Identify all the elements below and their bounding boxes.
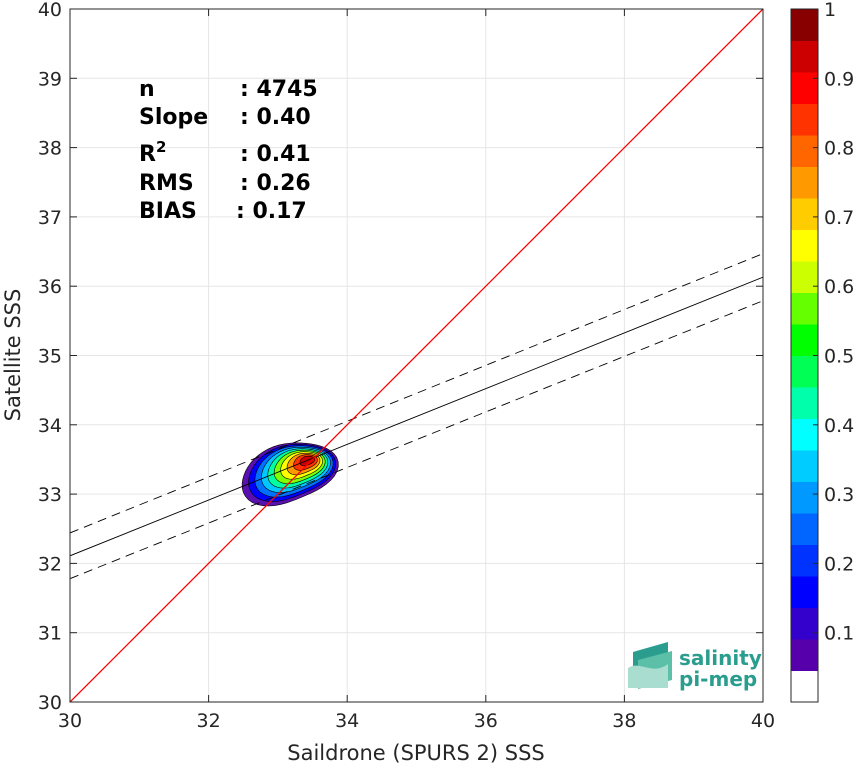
colorbar-tick-label: 0.7 — [824, 207, 854, 229]
stat-value-n: : 4745 — [240, 77, 318, 102]
stat-value-rms: : 0.26 — [240, 171, 311, 196]
y-tick-label: 38 — [38, 138, 62, 160]
colorbar-tick-label: 0.5 — [824, 346, 854, 368]
density-contours — [241, 442, 339, 507]
statistics-box: n : 4745 Slope : 0.40 R2 : 0.41 RMS : 0.26 BIAS:… — [139, 77, 318, 224]
colorbar-segment-6 — [791, 481, 818, 514]
colorbar-segment-8 — [791, 418, 818, 451]
y-axis-ticks: 30 31 32 33 34 35 36 37 38 39 40 — [38, 0, 763, 714]
colorbar-tick-label: 0.3 — [824, 484, 854, 506]
y-tick-label: 31 — [38, 623, 62, 645]
x-tick-label: 30 — [58, 710, 82, 732]
colorbar-segment-10 — [791, 355, 818, 388]
stat-label-r: R2 — [139, 138, 166, 167]
y-tick-label: 34 — [38, 415, 62, 437]
y-tick-label: 32 — [38, 553, 62, 575]
colorbar-segment-12 — [791, 292, 818, 325]
salinity-pi-mep-logo: salinity pi-mep — [628, 642, 762, 691]
stat-value-r: : 0.41 — [240, 142, 311, 167]
colorbar-tick-label: 0.6 — [824, 276, 854, 298]
stat-label-bias: BIAS — [139, 199, 197, 224]
y-tick-label: 37 — [38, 207, 62, 229]
colorbar-segment-11 — [791, 324, 818, 356]
colorbar-segment-14 — [791, 229, 818, 262]
y-tick-label: 36 — [38, 276, 62, 298]
colorbar-segment-21 — [791, 9, 818, 41]
x-tick-label: 40 — [751, 710, 775, 732]
fit-line — [70, 276, 763, 557]
colorbar-segment-1 — [791, 639, 818, 671]
colorbar-segment-18 — [791, 103, 818, 136]
stat-label-n: n — [139, 77, 155, 102]
colorbar-segment-2 — [791, 607, 818, 640]
colorbar-tick-label: 0.9 — [824, 68, 854, 90]
identity-line — [70, 9, 763, 702]
colorbar-labels: 0.1 0.2 0.3 0.4 0.5 0.6 0.7 0.8 0.9 1 — [813, 0, 854, 645]
colorbar-tick-label: 0.1 — [824, 623, 854, 645]
colorbar-segment-16 — [791, 166, 818, 199]
colorbar-tick-label: 0.4 — [824, 415, 854, 437]
y-tick-label: 30 — [38, 692, 62, 714]
colorbar-segment-17 — [791, 135, 818, 167]
colorbar-segment-20 — [791, 40, 818, 73]
fit-upper-line — [70, 253, 763, 534]
waves-icon — [628, 642, 672, 689]
stat-value-slope: : 0.40 — [240, 105, 311, 130]
x-axis-ticks: 30 32 34 36 38 40 — [58, 9, 775, 732]
y-tick-label: 40 — [38, 0, 62, 21]
colorbar-tick-label: 1 — [824, 0, 836, 21]
colorbar-segment-0 — [791, 670, 818, 703]
x-axis-title: Saildrone (SPURS 2) SSS — [287, 741, 545, 765]
y-axis-title: Satellite SSS — [1, 289, 25, 422]
logo-text-line1: salinity — [679, 646, 762, 670]
colorbar-segment-13 — [791, 261, 818, 293]
colorbar — [790, 8, 819, 703]
colorbar-segment-15 — [791, 198, 818, 230]
x-tick-label: 38 — [612, 710, 636, 732]
logo-text-line2: pi-mep — [679, 667, 757, 691]
y-tick-label: 33 — [38, 484, 62, 506]
colorbar-segment-19 — [791, 72, 818, 104]
stat-label-rms: RMS — [139, 171, 194, 196]
x-tick-label: 34 — [335, 710, 359, 732]
colorbar-segment-4 — [791, 544, 818, 577]
colorbar-segment-9 — [791, 387, 818, 419]
stat-value-bias: : 0.17 — [236, 199, 307, 224]
colorbar-tick-label: 0.8 — [824, 138, 854, 160]
y-tick-label: 39 — [38, 68, 62, 90]
colorbar-segment-3 — [791, 576, 818, 608]
x-tick-label: 32 — [197, 710, 221, 732]
x-tick-label: 36 — [474, 710, 498, 732]
fit-lower-line — [70, 300, 763, 580]
regression-lines — [70, 9, 763, 702]
y-tick-label: 35 — [38, 346, 62, 368]
stat-label-slope: Slope — [139, 105, 208, 130]
colorbar-segment-5 — [791, 513, 818, 545]
colorbar-tick-label: 0.2 — [824, 553, 854, 575]
colorbar-segment-7 — [791, 450, 818, 482]
